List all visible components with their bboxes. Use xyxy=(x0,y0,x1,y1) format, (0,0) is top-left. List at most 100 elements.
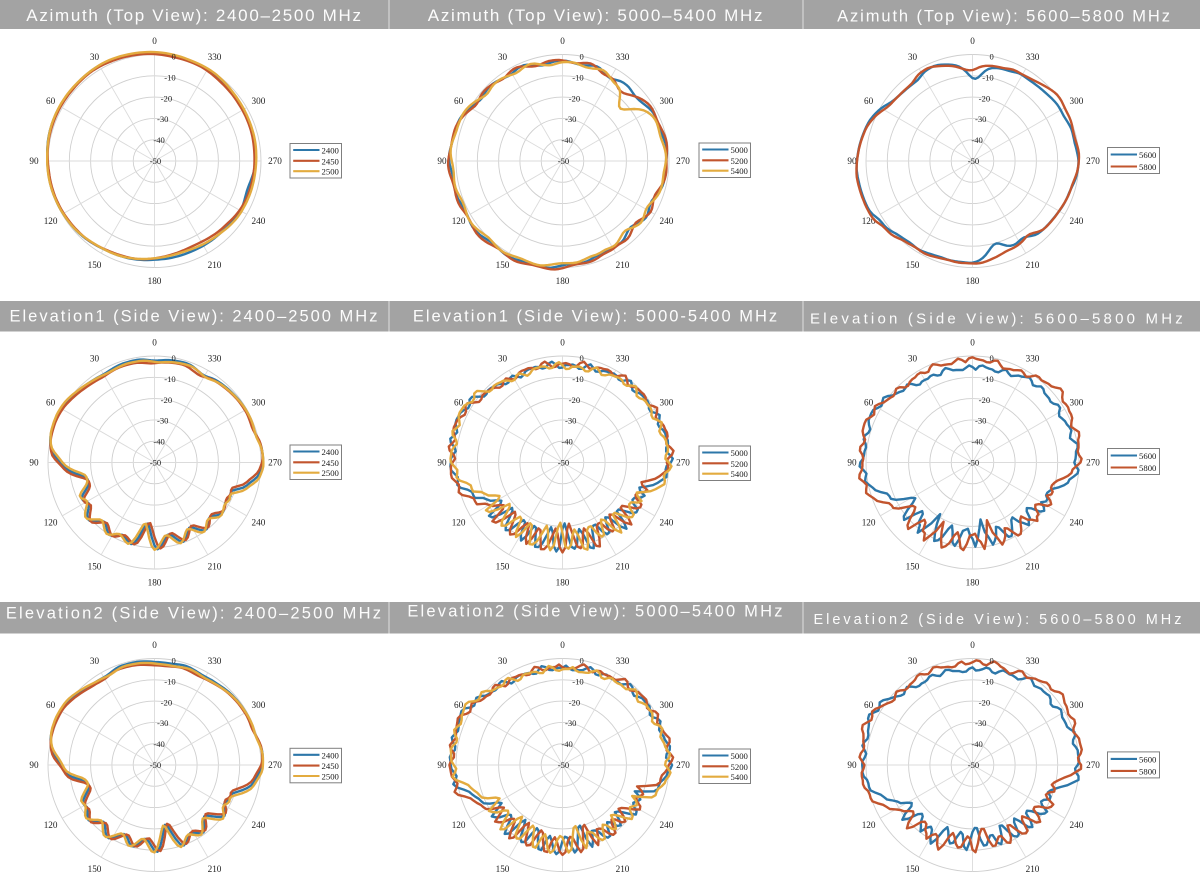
svg-text:-10: -10 xyxy=(164,676,175,686)
svg-text:5200: 5200 xyxy=(731,762,749,772)
svg-text:30: 30 xyxy=(908,354,918,364)
svg-text:180: 180 xyxy=(966,276,980,286)
svg-text:240: 240 xyxy=(1070,518,1084,528)
svg-text:2400: 2400 xyxy=(322,447,340,457)
svg-text:60: 60 xyxy=(864,398,874,408)
svg-text:180: 180 xyxy=(148,276,162,286)
svg-text:300: 300 xyxy=(660,398,674,408)
svg-text:Azimuth (Top View): 2400–2500: Azimuth (Top View): 2400–2500 MHz xyxy=(26,6,362,25)
svg-text:-40: -40 xyxy=(153,739,164,749)
svg-text:2450: 2450 xyxy=(322,458,340,468)
svg-text:-30: -30 xyxy=(565,114,576,124)
svg-text:0: 0 xyxy=(171,353,175,363)
svg-text:330: 330 xyxy=(208,52,222,62)
svg-text:240: 240 xyxy=(660,518,674,528)
svg-text:2400: 2400 xyxy=(322,750,340,760)
svg-text:300: 300 xyxy=(660,700,674,710)
svg-text:210: 210 xyxy=(616,561,630,571)
svg-text:270: 270 xyxy=(676,760,690,770)
svg-text:60: 60 xyxy=(46,96,56,106)
svg-text:5000: 5000 xyxy=(731,448,749,458)
svg-text:210: 210 xyxy=(208,864,222,874)
svg-text:-20: -20 xyxy=(569,697,580,707)
svg-text:-20: -20 xyxy=(979,93,990,103)
svg-text:240: 240 xyxy=(252,518,266,528)
svg-text:-30: -30 xyxy=(157,114,168,124)
svg-text:-50: -50 xyxy=(150,156,161,166)
svg-text:240: 240 xyxy=(252,820,266,830)
svg-text:120: 120 xyxy=(452,216,466,226)
svg-text:-50: -50 xyxy=(968,156,979,166)
svg-text:30: 30 xyxy=(90,52,100,62)
svg-text:5600: 5600 xyxy=(1139,150,1157,160)
svg-text:0: 0 xyxy=(152,36,157,46)
svg-text:150: 150 xyxy=(496,561,510,571)
svg-text:5800: 5800 xyxy=(1139,766,1157,776)
svg-text:0: 0 xyxy=(152,338,157,348)
svg-text:-30: -30 xyxy=(975,416,986,426)
svg-text:-20: -20 xyxy=(979,395,990,405)
svg-text:120: 120 xyxy=(862,518,876,528)
svg-text:-50: -50 xyxy=(150,760,161,770)
svg-text:120: 120 xyxy=(452,518,466,528)
svg-text:-50: -50 xyxy=(150,458,161,468)
svg-text:270: 270 xyxy=(268,156,282,166)
svg-text:180: 180 xyxy=(148,578,162,588)
svg-text:-10: -10 xyxy=(572,676,583,686)
svg-text:210: 210 xyxy=(1026,260,1040,270)
svg-text:270: 270 xyxy=(676,458,690,468)
svg-text:60: 60 xyxy=(454,398,464,408)
svg-text:Elevation2 (Side View): 2400–2: Elevation2 (Side View): 2400–2500 MHz xyxy=(6,605,383,623)
svg-text:180: 180 xyxy=(556,276,570,286)
svg-text:-30: -30 xyxy=(565,416,576,426)
svg-text:-30: -30 xyxy=(975,114,986,124)
svg-text:90: 90 xyxy=(847,458,857,468)
svg-text:150: 150 xyxy=(88,561,102,571)
svg-text:90: 90 xyxy=(29,760,39,770)
svg-text:Elevation2 (Side View): 5000–5: Elevation2 (Side View): 5000–5400 MHz xyxy=(407,603,784,621)
svg-text:5400: 5400 xyxy=(731,772,749,782)
svg-text:5800: 5800 xyxy=(1139,463,1157,473)
svg-text:0: 0 xyxy=(171,655,175,665)
svg-text:60: 60 xyxy=(46,700,56,710)
svg-text:5000: 5000 xyxy=(731,145,749,155)
svg-text:-40: -40 xyxy=(561,739,572,749)
svg-text:-10: -10 xyxy=(982,72,993,82)
svg-text:-30: -30 xyxy=(565,718,576,728)
svg-text:330: 330 xyxy=(1026,52,1040,62)
svg-text:-20: -20 xyxy=(161,93,172,103)
svg-text:330: 330 xyxy=(616,52,630,62)
svg-text:-20: -20 xyxy=(979,697,990,707)
svg-text:-40: -40 xyxy=(153,135,164,145)
svg-text:-40: -40 xyxy=(971,437,982,447)
svg-text:210: 210 xyxy=(1026,864,1040,874)
svg-text:270: 270 xyxy=(1086,760,1100,770)
svg-text:60: 60 xyxy=(864,700,874,710)
svg-text:270: 270 xyxy=(1086,156,1100,166)
svg-text:300: 300 xyxy=(1070,700,1084,710)
svg-text:300: 300 xyxy=(252,398,266,408)
svg-text:-40: -40 xyxy=(971,739,982,749)
svg-text:-20: -20 xyxy=(161,395,172,405)
svg-text:90: 90 xyxy=(29,458,39,468)
svg-text:2400: 2400 xyxy=(322,146,340,156)
svg-text:270: 270 xyxy=(268,760,282,770)
svg-text:2450: 2450 xyxy=(322,761,340,771)
svg-text:270: 270 xyxy=(1086,458,1100,468)
svg-text:0: 0 xyxy=(970,36,975,46)
svg-text:0: 0 xyxy=(560,36,565,46)
svg-text:90: 90 xyxy=(847,760,857,770)
svg-text:5400: 5400 xyxy=(731,469,749,479)
svg-text:0: 0 xyxy=(152,640,157,650)
svg-text:-10: -10 xyxy=(572,72,583,82)
svg-text:-30: -30 xyxy=(157,718,168,728)
svg-text:90: 90 xyxy=(437,156,447,166)
svg-text:2500: 2500 xyxy=(322,468,340,478)
svg-text:0: 0 xyxy=(579,353,583,363)
svg-text:0: 0 xyxy=(579,51,583,61)
svg-text:150: 150 xyxy=(906,260,920,270)
svg-text:Elevation2 (Side View): 5600–5: Elevation2 (Side View): 5600–5800 MHz xyxy=(813,612,1184,628)
svg-text:-10: -10 xyxy=(982,676,993,686)
svg-text:-50: -50 xyxy=(558,458,569,468)
svg-text:Azimuth (Top View): 5000–5400: Azimuth (Top View): 5000–5400 MHz xyxy=(428,6,764,25)
